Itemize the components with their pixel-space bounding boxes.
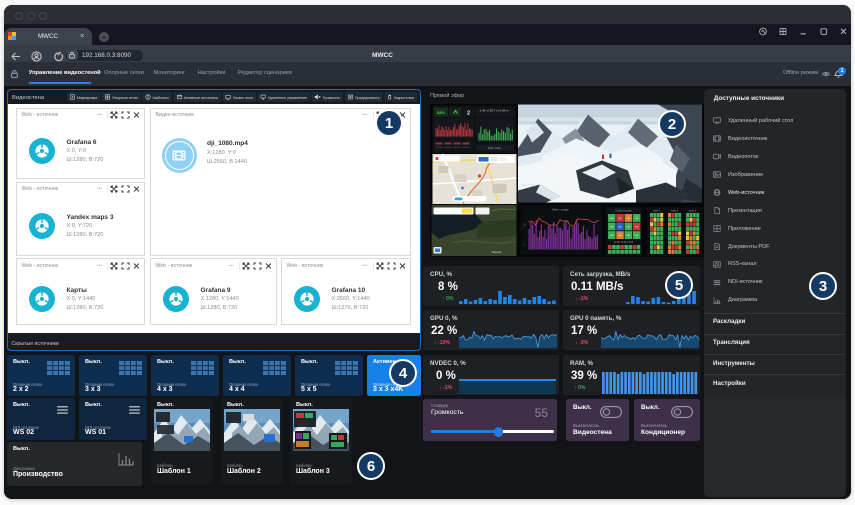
svg-text:Web Jitter: Web Jitter (487, 146, 500, 150)
svg-text:OK: OK (610, 235, 614, 237)
svg-text:52%: 52% (436, 110, 444, 115)
svg-text:OK: OK (626, 235, 630, 237)
svg-text:OK: OK (610, 226, 614, 228)
svg-text:OK: OK (618, 235, 622, 237)
svg-text:node 1: node 1 (652, 209, 660, 212)
svg-text:2: 2 (466, 110, 469, 116)
svg-text:1.45 m 30.7 m 0.94 m: 1.45 m 30.7 m 0.94 m (479, 108, 509, 112)
svg-text:OK: OK (635, 226, 639, 228)
svg-text:node 3: node 3 (688, 209, 696, 212)
svg-text:HD 1080: HD 1080 (522, 183, 535, 187)
svg-text:Mem: usage: Mem: usage (552, 207, 569, 211)
svg-text:OK: OK (618, 218, 622, 220)
svg-text:node 2: node 2 (670, 209, 678, 212)
svg-text:12:00 13:00 14:00: 12:00 13:00 14:00 (613, 241, 633, 244)
svg-text:OK: OK (618, 226, 622, 228)
svg-text:OK: OK (610, 218, 614, 220)
svg-text:OK: OK (626, 218, 630, 220)
svg-text:50: 50 (523, 223, 526, 226)
svg-text:OK: OK (635, 235, 639, 237)
svg-text:0: 0 (523, 243, 525, 246)
svg-text:Статус узлов: Статус узлов (615, 208, 631, 212)
svg-text:OK: OK (626, 226, 630, 228)
svg-text:OK: OK (635, 218, 639, 220)
svg-text:Яндекс: Яндекс (491, 250, 502, 254)
